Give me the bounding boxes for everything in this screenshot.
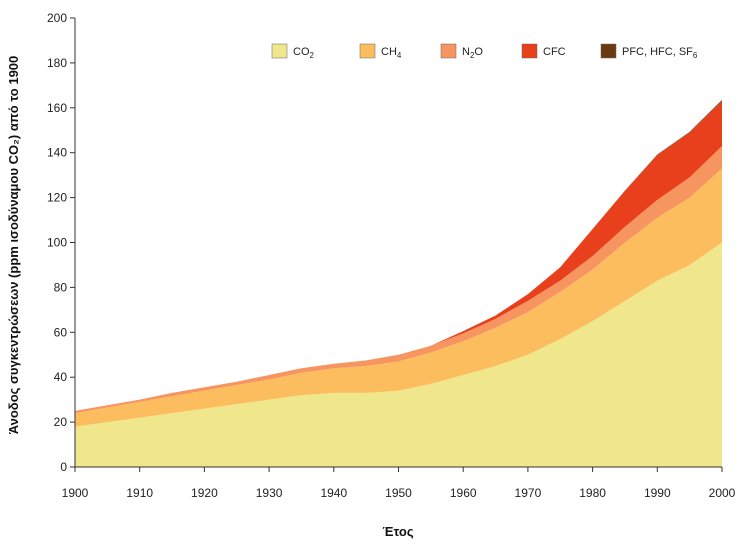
x-tick-label: 1940 [320, 486, 347, 500]
legend-swatch-0 [271, 43, 288, 59]
legend-label-4: PFC, HFC, SF6 [622, 46, 698, 60]
x-tick-label: 1990 [644, 486, 671, 500]
x-tick-label: 1900 [62, 486, 89, 500]
x-tick-label: 1910 [126, 486, 153, 500]
legend: CO2 CH4 N2O CFC PFC, HFC, SF6 [271, 43, 698, 60]
area-series-3 [75, 101, 722, 411]
legend-label-0: CO2 [293, 46, 315, 60]
legend-swatch-3 [521, 43, 538, 59]
legend-swatch-1 [359, 43, 376, 59]
y-tick-label: 20 [54, 415, 68, 429]
legend-swatch-4 [600, 43, 617, 59]
x-tick-label: 1970 [515, 486, 542, 500]
area-series-0 [75, 242, 722, 467]
x-axis-title: Έτος [382, 524, 413, 539]
x-tick-label: 2000 [709, 486, 736, 500]
legend-label-2: N2O [462, 46, 483, 60]
area-series-2 [75, 145, 722, 414]
y-tick-label: 40 [54, 370, 68, 384]
x-tick-label: 1950 [385, 486, 412, 500]
area-layers [75, 99, 722, 467]
x-tick-label: 1930 [256, 486, 283, 500]
y-tick-label: 100 [47, 236, 67, 250]
legend-label-1: CH4 [381, 46, 402, 60]
y-tick-label: 80 [54, 280, 68, 294]
x-tick-label: 1960 [450, 486, 477, 500]
y-tick-label: 120 [47, 191, 67, 205]
axes: 0 20 40 60 80 100 120 140 160 180 200 1900 1910 1920 1… [47, 11, 736, 500]
legend-label-3: CFC [543, 46, 566, 58]
legend-swatch-2 [440, 43, 457, 59]
y-tick-label: 180 [47, 56, 67, 70]
area-series-1 [75, 168, 722, 427]
y-tick-label: 60 [54, 325, 68, 339]
y-axis-title: Άνοδος συγκεντρώσεων (ppm ισοδύναμου CO₂… [6, 56, 21, 435]
y-tick-label: 200 [47, 11, 67, 25]
x-tick-label: 1980 [579, 486, 606, 500]
y-tick-label: 160 [47, 101, 67, 115]
x-tick-label: 1920 [191, 486, 218, 500]
y-tick-label: 140 [47, 146, 67, 160]
y-tick-label: 0 [60, 460, 67, 474]
